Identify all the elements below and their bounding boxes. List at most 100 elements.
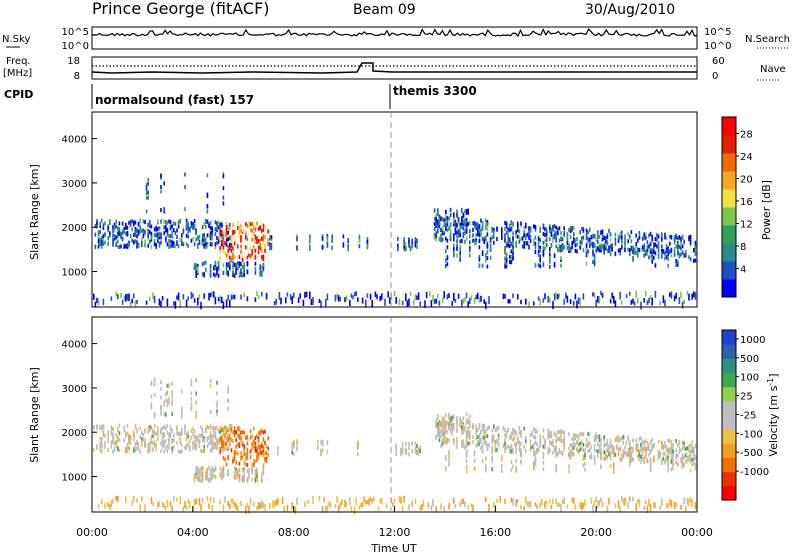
- data-cell: [195, 442, 197, 447]
- data-cell: [262, 254, 265, 259]
- data-cell: [253, 461, 255, 466]
- data-cell: [257, 295, 260, 300]
- data-cell: [518, 430, 521, 435]
- data-cell: [601, 237, 604, 242]
- data-cell: [179, 450, 181, 455]
- data-cell: [633, 247, 636, 252]
- data-cell: [534, 457, 537, 462]
- data-cell: [320, 440, 322, 445]
- data-cell: [680, 458, 682, 463]
- data-cell: [553, 448, 556, 453]
- data-cell: [163, 431, 165, 436]
- data-cell: [461, 498, 463, 505]
- data-cell: [648, 498, 650, 507]
- data-cell: [443, 420, 445, 425]
- data-cell: [545, 234, 548, 239]
- data-cell: [510, 255, 513, 260]
- data-cell: [675, 244, 677, 249]
- data-cell: [585, 437, 588, 442]
- data-cell: [177, 244, 180, 249]
- data-cell: [520, 504, 522, 510]
- data-cell: [193, 439, 196, 444]
- data-cell: [496, 426, 498, 431]
- data-cell: [272, 500, 274, 508]
- data-cell: [573, 237, 575, 242]
- data-cell: [662, 456, 665, 461]
- data-cell: [440, 233, 442, 238]
- data-cell: [168, 445, 170, 450]
- data-cell: [585, 228, 588, 233]
- data-cell: [584, 455, 586, 460]
- data-cell: [688, 293, 690, 301]
- data-cell: [640, 436, 642, 441]
- data-cell: [233, 255, 236, 260]
- data-cell: [160, 208, 162, 213]
- data-cell: [435, 434, 437, 439]
- data-cell: [137, 229, 140, 234]
- data-cell: [160, 386, 162, 391]
- data-cell: [485, 429, 487, 434]
- data-cell: [201, 427, 204, 432]
- data-cell: [166, 499, 169, 508]
- data-cell: [592, 244, 594, 249]
- data-cell: [536, 442, 538, 447]
- data-cell: [478, 230, 481, 235]
- data-cell: [256, 449, 258, 454]
- data-cell: [113, 224, 116, 229]
- data-cell: [201, 477, 204, 482]
- data-cell: [293, 452, 295, 457]
- data-cell: [491, 450, 493, 455]
- data-cell: [693, 291, 695, 298]
- data-cell: [689, 443, 692, 448]
- data-cell: [475, 428, 477, 433]
- data-cell: [158, 232, 161, 237]
- data-cell: [166, 449, 169, 454]
- data-cell: [526, 501, 529, 507]
- data-cell: [131, 298, 133, 304]
- data-cell: [165, 426, 167, 431]
- data-cell: [179, 431, 181, 436]
- data-cell: [104, 433, 106, 438]
- data-cell: [683, 445, 685, 450]
- data-cell: [237, 225, 239, 230]
- data-cell: [608, 452, 610, 457]
- data-cell: [171, 446, 173, 451]
- data-cell: [155, 233, 157, 238]
- data-cell: [609, 248, 612, 253]
- data-cell: [537, 446, 540, 451]
- data-cell: [689, 257, 692, 262]
- data-cell: [582, 235, 585, 240]
- data-cell: [448, 415, 450, 420]
- data-cell: [632, 298, 634, 304]
- data-cell: [534, 428, 537, 433]
- data-cell: [345, 502, 348, 507]
- data-cell: [437, 228, 439, 233]
- data-cell: [616, 435, 618, 440]
- data-cell: [590, 497, 593, 505]
- data-cell: [515, 243, 517, 248]
- data-cell: [624, 245, 626, 250]
- data-cell: [465, 412, 468, 417]
- data-cell: [504, 233, 506, 238]
- data-cell: [192, 222, 194, 227]
- data-cell: [195, 237, 197, 242]
- data-cell: [497, 442, 500, 447]
- data-cell: [661, 498, 663, 506]
- data-cell: [326, 240, 329, 245]
- data-cell: [291, 442, 293, 447]
- data-cell: [190, 406, 193, 411]
- data-cell: [480, 228, 482, 233]
- data-cell: [134, 441, 137, 446]
- data-cell: [485, 468, 487, 473]
- data-cell: [117, 229, 119, 234]
- data-cell: [510, 431, 513, 436]
- data-cell: [176, 234, 178, 239]
- data-cell: [345, 295, 348, 301]
- data-cell: [609, 444, 612, 449]
- data-cell: [198, 433, 201, 438]
- data-cell: [169, 244, 172, 249]
- data-cell: [109, 233, 111, 238]
- data-cell: [209, 433, 212, 438]
- data-cell: [462, 219, 465, 224]
